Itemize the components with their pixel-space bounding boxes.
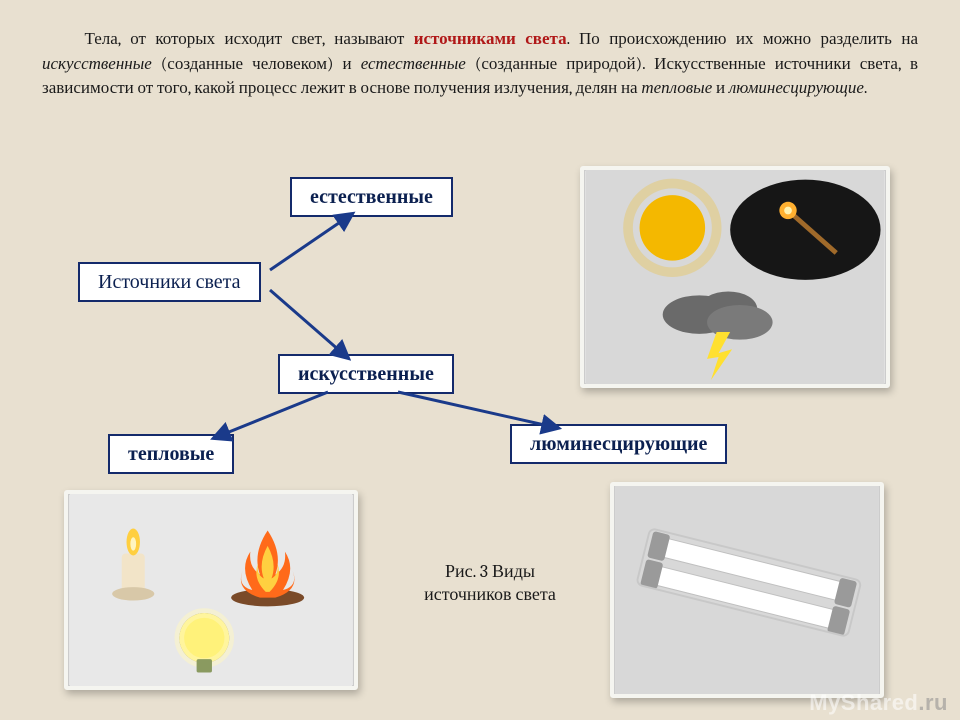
luminescent-illustration (614, 486, 880, 694)
intro-text: . По происхождению их можно разделить на (567, 30, 918, 49)
intro-text: и (712, 79, 729, 98)
node-natural: естественные (290, 177, 453, 217)
watermark: MyShared.ru (809, 690, 948, 716)
node-thermal: тепловые (108, 434, 234, 474)
node-root: Источники света (78, 262, 261, 302)
thermal-illustration (68, 494, 354, 686)
intro-paragraph: Тела, от которых исходит свет, называют … (42, 28, 918, 102)
node-artificial: искусственные (278, 354, 454, 394)
intro-text: (созданные человеком) и (152, 55, 361, 74)
intro-highlight: источниками света (414, 30, 567, 49)
intro-text: . (864, 79, 868, 98)
intro-em: естественные (361, 55, 466, 74)
image-natural-sources (580, 166, 890, 388)
image-thermal-sources (64, 490, 358, 690)
intro-text: Тела, от которых исходит свет, называют (85, 30, 414, 49)
intro-em: люминесцирующие (729, 79, 864, 98)
intro-em: искусственные (42, 55, 152, 74)
natural-illustration (584, 170, 886, 384)
node-luminescent: люминесцирующие (510, 424, 727, 464)
image-luminescent-sources (610, 482, 884, 698)
figure-caption: Рис. 3 Виды источников света (400, 560, 580, 607)
intro-em: тепловые (641, 79, 712, 98)
